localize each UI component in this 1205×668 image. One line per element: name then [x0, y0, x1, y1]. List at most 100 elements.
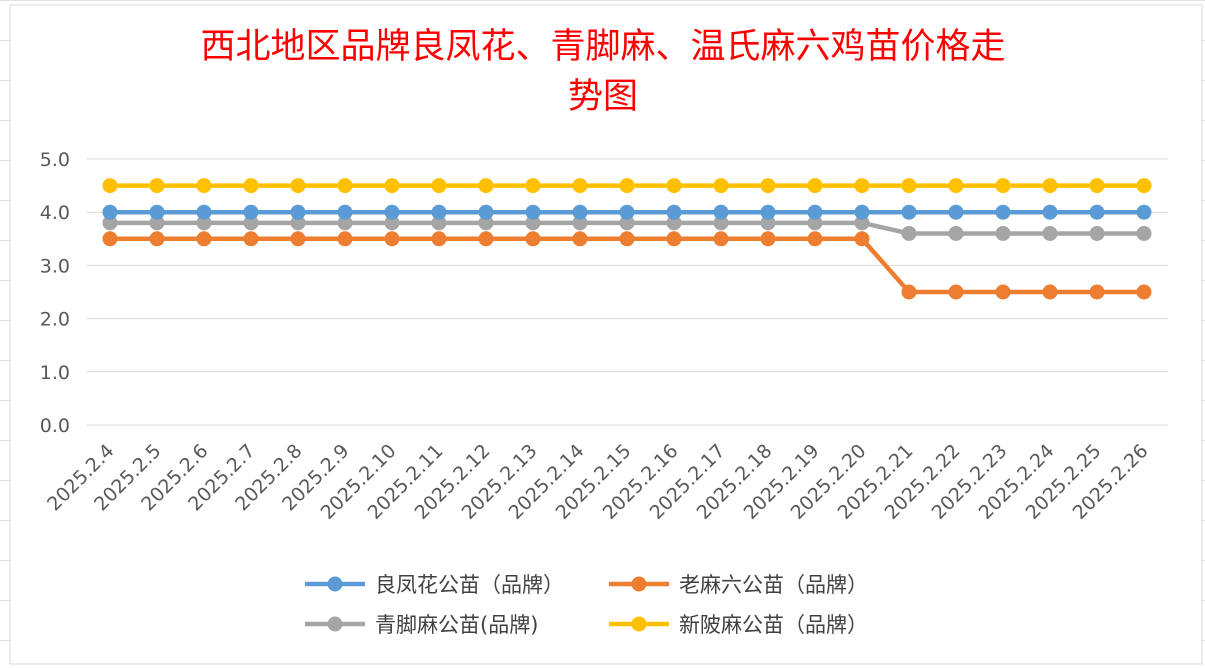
data-point: [102, 215, 118, 231]
data-point: [525, 215, 541, 231]
data-point: [478, 215, 494, 231]
data-point: [337, 215, 353, 231]
chart-title-line-1: 西北地区品牌良凤花、青脚麻、温氏麻六鸡苗价格走: [200, 27, 1005, 67]
data-point: [149, 204, 165, 220]
data-point: [196, 215, 212, 231]
data-point: [995, 225, 1011, 241]
data-point: [525, 178, 541, 194]
data-point: [901, 178, 917, 194]
data-point: [1136, 284, 1152, 300]
data-point: [807, 231, 823, 247]
data-point: [948, 225, 964, 241]
data-point: [713, 215, 729, 231]
data-point: [713, 231, 729, 247]
data-point: [713, 204, 729, 220]
data-point: [1136, 225, 1152, 241]
data-point: [478, 231, 494, 247]
data-point: [995, 178, 1011, 194]
data-point: [807, 215, 823, 231]
data-point: [760, 231, 776, 247]
series-group: [102, 178, 1152, 194]
data-point: [619, 204, 635, 220]
data-point: [1089, 204, 1105, 220]
data-point: [619, 178, 635, 194]
data-point: [1089, 225, 1105, 241]
data-point: [290, 178, 306, 194]
data-point: [854, 231, 870, 247]
legend: 良凤花公苗（品牌） 老麻六公苗（品牌） 青脚麻公苗(品牌) 新陂麻公苗（品牌）: [305, 573, 868, 637]
data-point: [431, 178, 447, 194]
data-point: [1089, 178, 1105, 194]
data-point: [760, 178, 776, 194]
data-point: [666, 178, 682, 194]
data-point: [901, 284, 917, 300]
chart-area-frame: [9, 4, 1203, 665]
data-point: [948, 204, 964, 220]
data-point: [478, 178, 494, 194]
data-point: [290, 231, 306, 247]
data-point: [619, 215, 635, 231]
data-point: [1089, 284, 1105, 300]
data-point: [1136, 178, 1152, 194]
data-point: [243, 231, 259, 247]
data-point: [1136, 204, 1152, 220]
data-point: [572, 178, 588, 194]
data-point: [854, 178, 870, 194]
series-group: [102, 231, 1152, 300]
data-point: [995, 284, 1011, 300]
data-point: [666, 215, 682, 231]
legend-marker: [327, 616, 343, 632]
data-point: [102, 231, 118, 247]
data-point: [384, 215, 400, 231]
data-point: [1042, 225, 1058, 241]
series-group: [102, 204, 1152, 220]
y-tick-label: 1.0: [40, 362, 70, 384]
legend-item[interactable]: 青脚麻公苗(品牌): [305, 613, 538, 637]
data-point: [807, 178, 823, 194]
data-point: [1042, 284, 1058, 300]
data-point: [243, 215, 259, 231]
data-point: [337, 204, 353, 220]
data-point: [196, 231, 212, 247]
data-point: [854, 215, 870, 231]
legend-label: 良凤花公苗（品牌）: [375, 573, 564, 597]
data-point: [948, 178, 964, 194]
data-point: [149, 231, 165, 247]
data-point: [290, 215, 306, 231]
data-point: [995, 204, 1011, 220]
y-tick-label: 2.0: [40, 309, 70, 331]
data-point: [102, 204, 118, 220]
data-point: [243, 204, 259, 220]
legend-label: 老麻六公苗（品牌）: [679, 573, 868, 597]
legend-label: 青脚麻公苗(品牌): [375, 613, 538, 637]
data-point: [243, 178, 259, 194]
y-tick-label: 3.0: [40, 255, 70, 277]
data-point: [666, 231, 682, 247]
data-point: [1042, 178, 1058, 194]
data-point: [619, 231, 635, 247]
y-axis-tick-labels: 0.0 1.0 2.0 3.0 4.0 5.0: [40, 149, 70, 437]
data-point: [807, 204, 823, 220]
legend-item[interactable]: 新陂麻公苗（品牌）: [609, 613, 868, 637]
y-tick-label: 4.0: [40, 202, 70, 224]
data-point: [196, 178, 212, 194]
data-point: [854, 204, 870, 220]
legend-item[interactable]: 老麻六公苗（品牌）: [609, 573, 868, 597]
chart-title-line-2: 势图: [568, 77, 638, 117]
data-point: [337, 231, 353, 247]
data-point: [384, 204, 400, 220]
data-point: [572, 231, 588, 247]
data-point: [666, 204, 682, 220]
data-point: [901, 225, 917, 241]
data-point: [431, 231, 447, 247]
legend-marker: [631, 616, 647, 632]
data-point: [196, 204, 212, 220]
legend-label: 新陂麻公苗（品牌）: [679, 613, 868, 637]
data-point: [525, 231, 541, 247]
data-point: [1042, 204, 1058, 220]
data-point: [431, 215, 447, 231]
data-point: [525, 204, 541, 220]
legend-item[interactable]: 良凤花公苗（品牌）: [305, 573, 564, 597]
data-point: [901, 204, 917, 220]
